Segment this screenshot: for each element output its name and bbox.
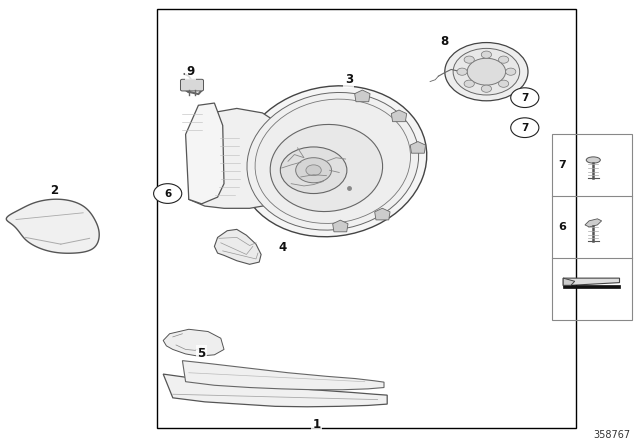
Circle shape xyxy=(453,48,520,95)
Text: 6: 6 xyxy=(558,222,566,233)
Circle shape xyxy=(445,43,528,101)
Circle shape xyxy=(511,118,539,138)
Text: 5: 5 xyxy=(198,346,205,360)
Circle shape xyxy=(506,68,516,75)
Text: 9: 9 xyxy=(186,65,194,78)
Text: 7: 7 xyxy=(521,123,529,133)
Polygon shape xyxy=(563,278,620,286)
Polygon shape xyxy=(563,285,620,289)
Polygon shape xyxy=(410,142,426,153)
Circle shape xyxy=(511,88,539,108)
Polygon shape xyxy=(585,219,602,227)
Circle shape xyxy=(464,80,474,87)
Text: 1: 1 xyxy=(313,418,321,431)
Text: 8: 8 xyxy=(440,34,448,48)
Circle shape xyxy=(499,80,509,87)
Polygon shape xyxy=(186,103,224,204)
Text: 7: 7 xyxy=(558,160,566,170)
Text: 358767: 358767 xyxy=(593,430,630,440)
Text: 6: 6 xyxy=(164,189,172,198)
Circle shape xyxy=(467,58,506,85)
Circle shape xyxy=(499,56,509,63)
Polygon shape xyxy=(163,329,224,356)
Polygon shape xyxy=(163,374,387,407)
Text: 3: 3 xyxy=(345,73,353,86)
Circle shape xyxy=(481,51,492,58)
Text: 7: 7 xyxy=(521,93,529,103)
Circle shape xyxy=(457,68,467,75)
Ellipse shape xyxy=(586,157,600,163)
Circle shape xyxy=(154,184,182,203)
Polygon shape xyxy=(6,199,99,253)
Polygon shape xyxy=(374,208,390,220)
Text: 4: 4 xyxy=(279,241,287,254)
Ellipse shape xyxy=(239,86,427,237)
Circle shape xyxy=(280,147,347,194)
Circle shape xyxy=(296,158,332,183)
Circle shape xyxy=(306,165,321,176)
Bar xyxy=(157,9,576,428)
Polygon shape xyxy=(563,278,575,285)
Circle shape xyxy=(464,56,474,63)
Polygon shape xyxy=(214,229,261,264)
Circle shape xyxy=(481,85,492,92)
Polygon shape xyxy=(391,110,406,122)
Polygon shape xyxy=(355,90,370,102)
Ellipse shape xyxy=(247,92,419,230)
Polygon shape xyxy=(182,361,384,390)
Polygon shape xyxy=(333,220,348,232)
Polygon shape xyxy=(189,108,293,208)
Text: 2: 2 xyxy=(51,184,58,197)
FancyBboxPatch shape xyxy=(180,79,204,91)
Ellipse shape xyxy=(270,125,383,211)
Bar xyxy=(552,134,632,320)
Ellipse shape xyxy=(255,99,410,224)
